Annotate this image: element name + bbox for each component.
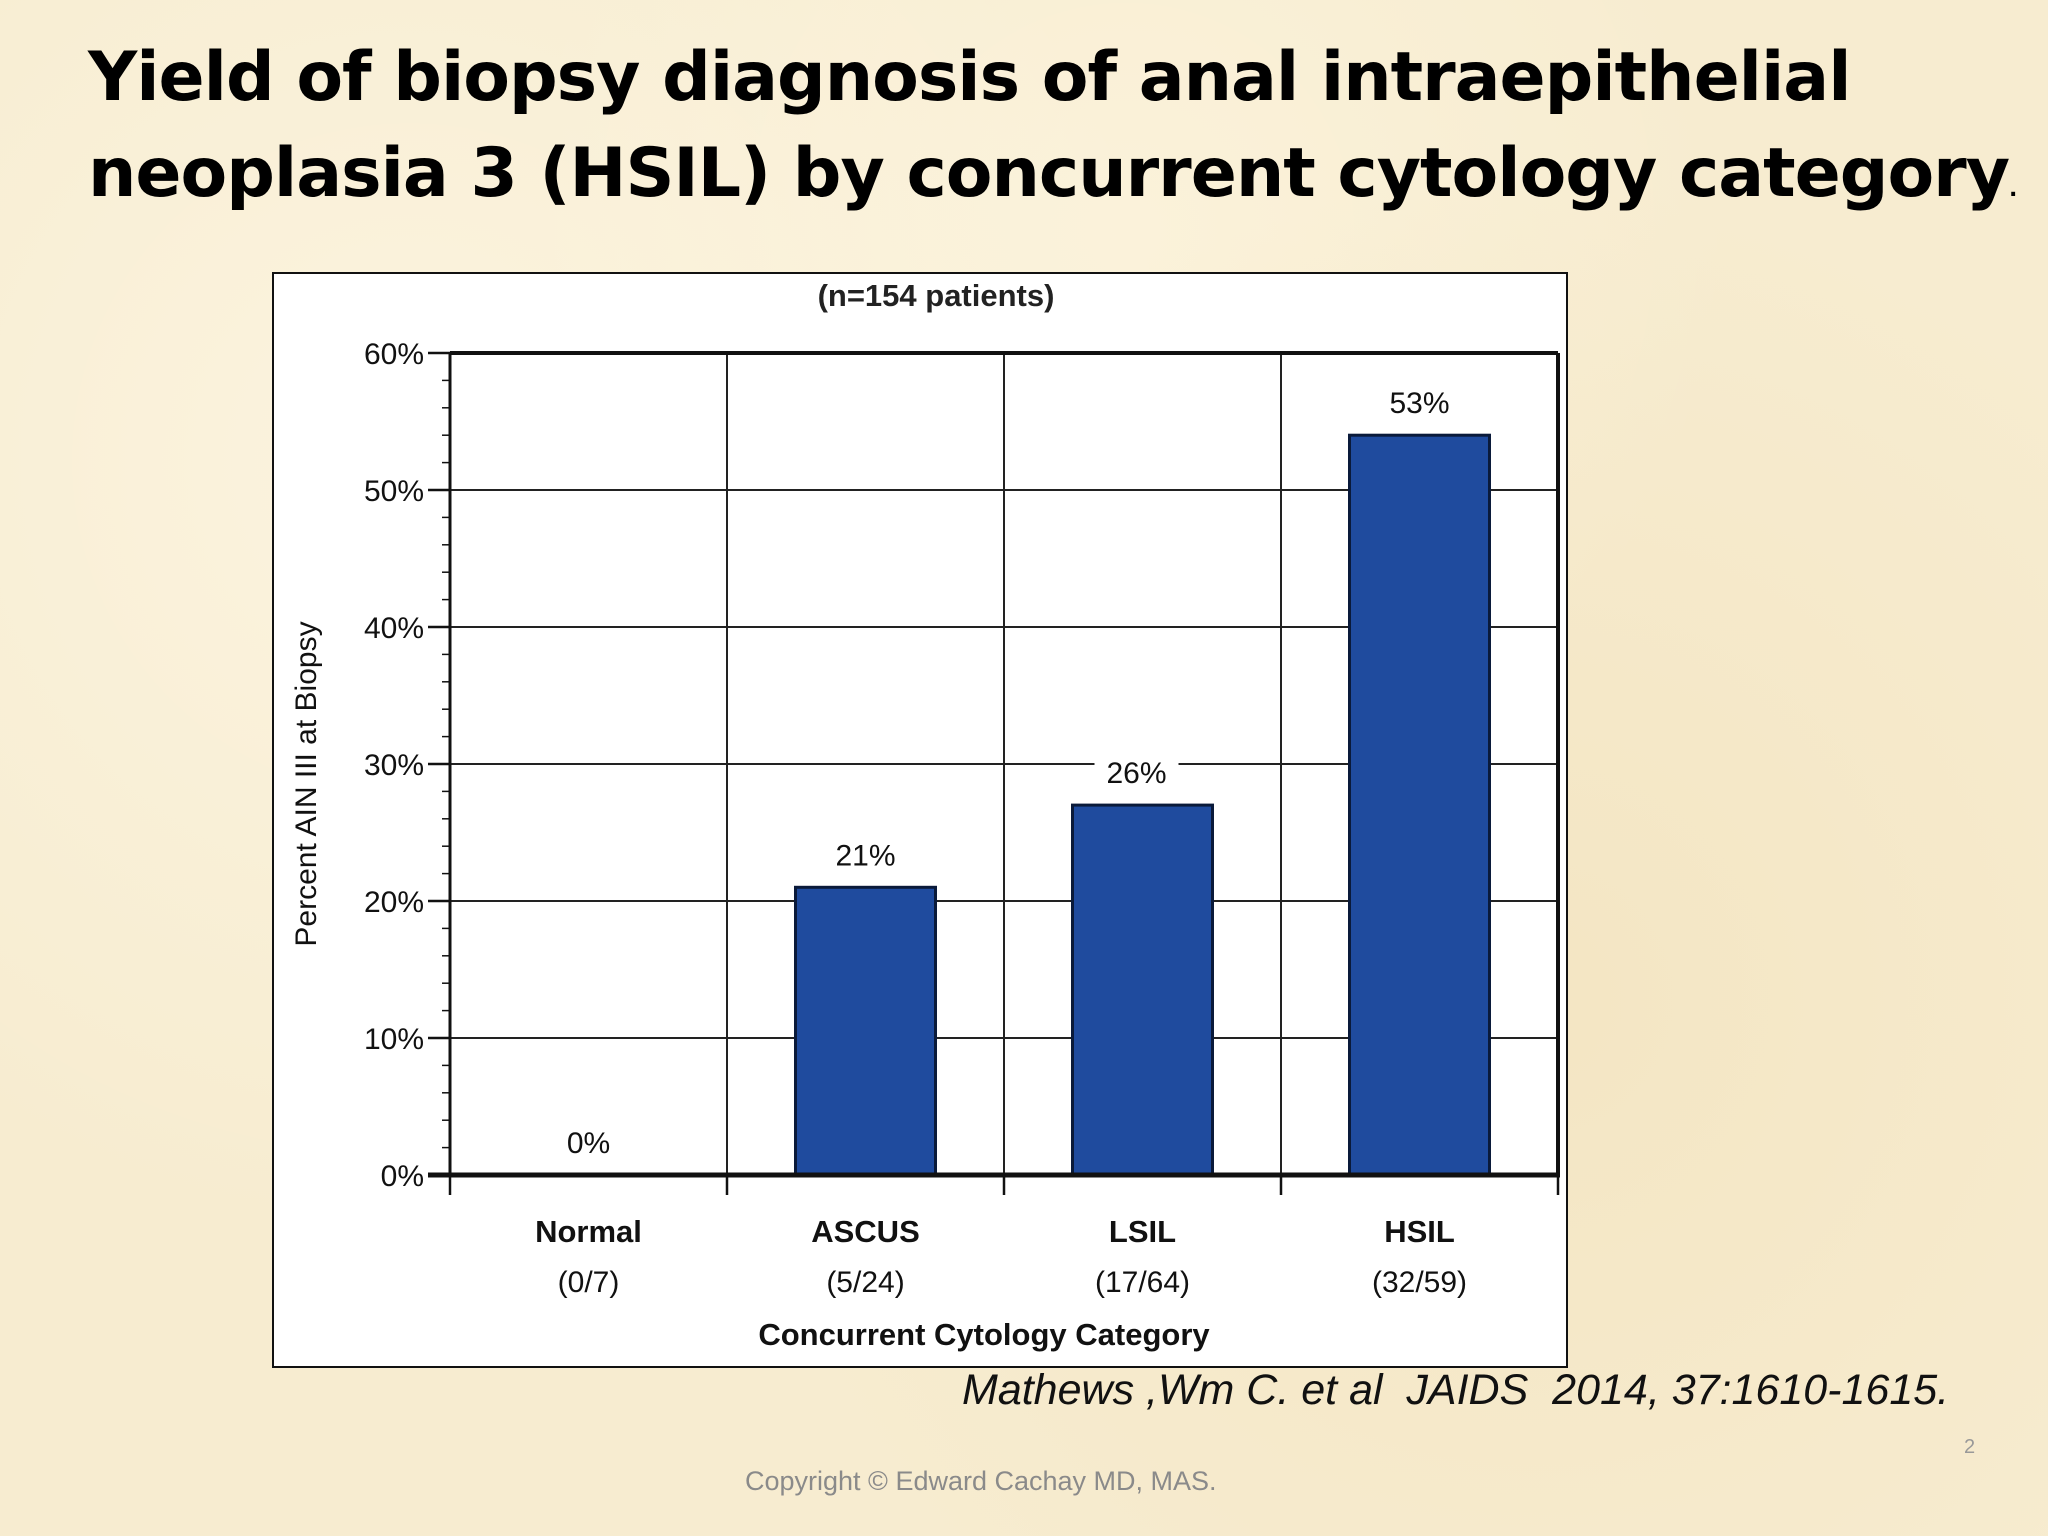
data-label: 26% bbox=[1106, 757, 1166, 790]
page-number: 2 bbox=[1964, 1436, 1976, 1458]
y-tick-label: 20% bbox=[364, 886, 424, 919]
x-tick-count-label: (17/64) bbox=[1095, 1266, 1190, 1299]
slide-title-line-2: neoplasia 3 (HSIL) by concurrent cytolog… bbox=[88, 126, 2017, 238]
citation: Mathews ,Wm C. et al JAIDS 2014, 37:1610… bbox=[962, 1366, 1950, 1414]
bar-chart: (n=154 patients) Percent AIN III at Biop… bbox=[290, 278, 1560, 1352]
x-ticks: Normal (0/7) ASCUS (5/24) LSIL (17/64) HSIL (32… bbox=[448, 1175, 1560, 1299]
x-tick-label: HSIL bbox=[1384, 1214, 1455, 1249]
data-label: 53% bbox=[1389, 387, 1449, 420]
y-tick-label: 50% bbox=[364, 475, 424, 508]
y-tick-label: 40% bbox=[364, 612, 424, 645]
y-tick-label: 60% bbox=[364, 338, 424, 371]
data-label: 0% bbox=[567, 1127, 610, 1160]
bar-ascus bbox=[794, 885, 937, 1177]
y-tick-label: 0% bbox=[381, 1160, 424, 1193]
data-labels: 0% 21% 26% 53% bbox=[567, 387, 1450, 1160]
y-ticks: 0% 10% 20% 30% 40% 50% 60% bbox=[364, 338, 450, 1193]
x-tick-count-label: (32/59) bbox=[1372, 1266, 1467, 1299]
y-tick-label: 10% bbox=[364, 1023, 424, 1056]
bar-lsil bbox=[1071, 803, 1214, 1177]
x-tick-label: ASCUS bbox=[811, 1214, 920, 1249]
slide-title-dot: . bbox=[2009, 177, 2017, 202]
slide-title-line-2-text: neoplasia 3 (HSIL) by concurrent cytolog… bbox=[88, 134, 2010, 213]
slide-title: Yield of biopsy diagnosis of anal intrae… bbox=[88, 30, 2017, 238]
bars bbox=[794, 433, 1491, 1177]
copyright-notice: Copyright © Edward Cachay MD, MAS. bbox=[745, 1466, 1217, 1496]
y-tick-label: 30% bbox=[364, 749, 424, 782]
x-tick-count-label: (0/7) bbox=[558, 1266, 620, 1299]
data-label: 21% bbox=[835, 839, 895, 872]
x-tick-count-label: (5/24) bbox=[826, 1266, 904, 1299]
data-label-background bbox=[1094, 753, 1179, 792]
x-tick-label: Normal bbox=[535, 1214, 642, 1249]
chart-title: (n=154 patients) bbox=[818, 278, 1055, 313]
gridlines bbox=[450, 353, 1558, 1175]
chart-frame: (n=154 patients) Percent AIN III at Biop… bbox=[272, 272, 1568, 1368]
x-axis-label: Concurrent Cytology Category bbox=[758, 1317, 1210, 1352]
x-tick-label: LSIL bbox=[1109, 1214, 1176, 1249]
slide-title-line-1: Yield of biopsy diagnosis of anal intrae… bbox=[88, 38, 1852, 117]
y-axis-label: Percent AIN III at Biopsy bbox=[290, 621, 323, 946]
bar-hsil bbox=[1348, 433, 1491, 1177]
